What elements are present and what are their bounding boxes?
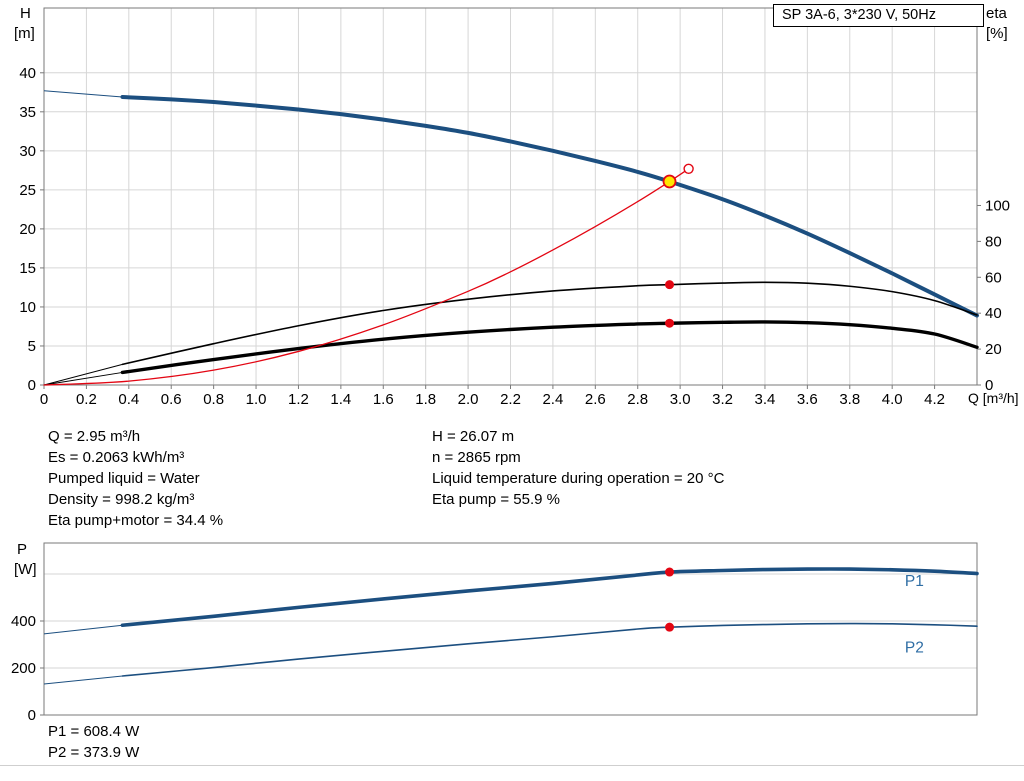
- info-line: Eta pump = 55.9 %: [432, 491, 560, 508]
- h-axis-unit: [m]: [14, 25, 35, 42]
- hq-eta-chart: 0 0.2 0.4 0.6 0.8 1.0 1.2 1.4 1.6 1.8 2.0 2.2 2.4 2.6…: [19, 7, 1010, 408]
- x-tick-label: 4.0: [882, 391, 903, 408]
- power-values: P1 = 608.4 W P2 = 373.9 W: [48, 721, 139, 763]
- x-tick-label: 0.2: [76, 391, 97, 408]
- x-tick-label: 2.4: [542, 391, 563, 408]
- x-tick-label: 2.2: [500, 391, 521, 408]
- duty-info-left: Q = 2.95 m³/h Es = 0.2063 kWh/m³ Pumped …: [48, 426, 223, 531]
- y-tick-label: 40: [19, 65, 36, 82]
- power-value-line: P2 = 373.9 W: [48, 744, 140, 761]
- p-axis-unit: [W]: [14, 561, 37, 578]
- y-tick-label: 15: [19, 260, 36, 277]
- eta-axis-unit: [%]: [986, 25, 1008, 42]
- pump-qh-curve: [120, 94, 979, 318]
- x-tick-label: 2.6: [585, 391, 606, 408]
- info-line: Q = 2.95 m³/h: [48, 428, 141, 445]
- p2-point: [665, 622, 675, 632]
- y2-tick-label: 40: [985, 305, 1002, 322]
- h-axis-title: H [m]: [14, 4, 35, 44]
- y2-tick-label: 20: [985, 341, 1002, 358]
- info-line: Liquid temperature during operation = 20…: [432, 470, 725, 487]
- x-tick-label: 3.6: [797, 391, 818, 408]
- y-tick-label: 5: [28, 338, 36, 355]
- eta-pump-curve: [121, 281, 978, 366]
- x-tick-label: 1.4: [330, 391, 351, 408]
- x-tick-label: 0.4: [118, 391, 139, 408]
- x-tick-label: 1.6: [373, 391, 394, 408]
- system-curve: [43, 168, 690, 386]
- bottom-divider: [0, 765, 1024, 766]
- p2-curve-lead: [43, 675, 123, 685]
- x-tick-label: 0.6: [161, 391, 182, 408]
- y-tick-label: 400: [11, 613, 36, 630]
- y-tick-label: 35: [19, 104, 36, 121]
- p2-curve: [121, 622, 978, 677]
- info-line: n = 2865 rpm: [432, 449, 521, 466]
- info-line: H = 26.07 m: [432, 428, 515, 445]
- p1-curve-lead: [43, 624, 123, 635]
- info-line: Density = 998.2 kg/m³: [48, 491, 195, 508]
- y-tick-label: 200: [11, 660, 36, 677]
- x-tick-label: 1.0: [246, 391, 267, 408]
- p1-point: [665, 567, 675, 577]
- y2-tick-label: 80: [985, 233, 1002, 250]
- pump-type-box: SP 3A-6, 3*230 V, 50Hz: [773, 4, 984, 27]
- p1-curve-label: P1: [905, 573, 924, 590]
- h-axis-letter: H: [20, 5, 31, 22]
- eta-pump-motor-curve-lead: [43, 371, 123, 386]
- system-curve-end-marker: [683, 163, 694, 174]
- eta-axis-title: eta [%]: [986, 4, 1008, 44]
- q-axis-title: Q [m³/h]: [968, 390, 1019, 406]
- x-tick-label: 2.0: [458, 391, 479, 408]
- power-chart: 0 200 400 P1 P2: [11, 542, 979, 722]
- y-tick-label: 0: [28, 377, 36, 394]
- duty-point: [662, 174, 677, 189]
- eta-pump-motor-curve: [120, 320, 979, 375]
- eta-axis-letter: eta: [986, 5, 1007, 22]
- p1-curve: [120, 567, 979, 628]
- y2-tick-label: 60: [985, 269, 1002, 286]
- y-tick-label: 20: [19, 221, 36, 238]
- x-tick-label: 3.4: [755, 391, 776, 408]
- y-tick-label: 0: [28, 707, 36, 722]
- x-tick-label: 0: [40, 391, 48, 408]
- x-tick-label: 4.2: [924, 391, 945, 408]
- x-tick-label: 1.2: [288, 391, 309, 408]
- y2-tick-label: 100: [985, 197, 1010, 214]
- p-axis-title: P [W]: [14, 540, 37, 580]
- info-line: Eta pump+motor = 34.4 %: [48, 512, 224, 529]
- p-axis-letter: P: [17, 541, 28, 558]
- x-tick-label: 3.2: [712, 391, 733, 408]
- x-tick-label: 1.8: [415, 391, 436, 408]
- plot-border: [43, 542, 978, 716]
- eta-pump-point: [665, 280, 675, 290]
- y-tick-label: 25: [19, 182, 36, 199]
- y2-tick-label: 0: [985, 377, 993, 394]
- duty-info-right: H = 26.07 m n = 2865 rpm Liquid temperat…: [432, 426, 724, 510]
- info-line: Pumped liquid = Water: [48, 470, 200, 487]
- x-tick-label: 0.8: [203, 391, 224, 408]
- x-tick-label: 3.0: [670, 391, 691, 408]
- x-tick-label: 3.8: [839, 391, 860, 408]
- power-value-line: P1 = 608.4 W: [48, 723, 140, 740]
- info-line: Es = 0.2063 kWh/m³: [48, 449, 185, 466]
- eta-pump-curve-lead: [43, 363, 123, 386]
- x-tick-label: 2.8: [627, 391, 648, 408]
- p2-curve-label: P2: [905, 640, 924, 657]
- y-tick-label: 10: [19, 299, 36, 316]
- eta-pump-motor-point: [665, 318, 675, 328]
- y-tick-label: 30: [19, 143, 36, 160]
- pump-qh-curve-lead: [43, 90, 123, 98]
